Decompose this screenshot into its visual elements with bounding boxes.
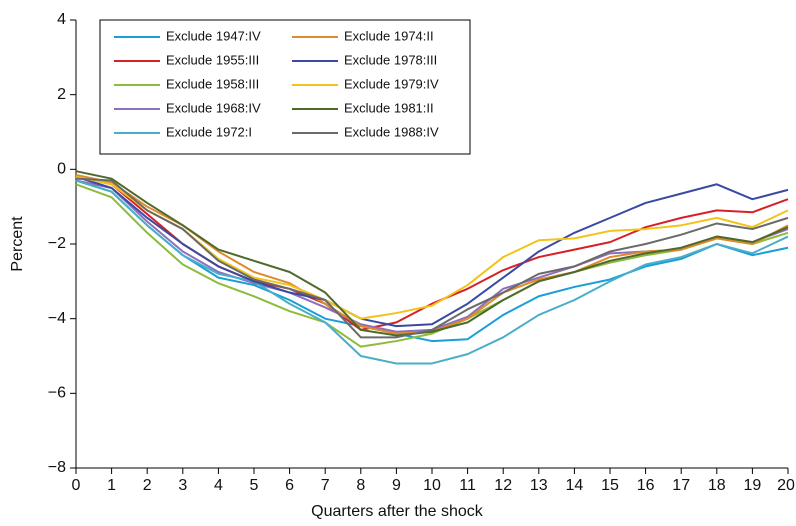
x-tick-label: 6 — [285, 477, 294, 494]
series-line — [75, 170, 789, 337]
y-axis-label: Percent — [9, 216, 26, 272]
series-line — [75, 175, 789, 328]
y-tick-label: −4 — [48, 310, 66, 327]
legend-label: Exclude 1947:IV — [166, 28, 261, 43]
x-tick-label: 7 — [321, 477, 330, 494]
legend-label: Exclude 1958:III — [166, 76, 259, 91]
x-tick-label: 13 — [530, 477, 548, 494]
series-line — [75, 175, 789, 331]
y-tick-label: 0 — [57, 161, 66, 178]
x-tick-label: 16 — [637, 477, 655, 494]
x-tick-label: 17 — [672, 477, 690, 494]
y-tick-label: 2 — [57, 86, 66, 103]
y-tick-label: −8 — [48, 459, 66, 476]
x-tick-label: 3 — [178, 477, 187, 494]
series-line — [75, 179, 789, 343]
legend-label: Exclude 1978:III — [344, 52, 437, 67]
x-tick-label: 20 — [777, 477, 795, 494]
legend-label: Exclude 1988:IV — [344, 124, 439, 139]
y-tick-label: 4 — [57, 11, 66, 28]
y-tick-label: −2 — [48, 235, 66, 252]
legend-label: Exclude 1972:I — [166, 124, 252, 139]
series-line — [75, 177, 789, 339]
series-line — [75, 183, 789, 348]
x-tick-label: 2 — [143, 477, 152, 494]
x-tick-label: 19 — [744, 477, 762, 494]
legend-label: Exclude 1974:II — [344, 28, 434, 43]
x-axis-label: Quarters after the shock — [311, 503, 484, 520]
legend-label: Exclude 1968:IV — [166, 100, 261, 115]
x-tick-label: 4 — [214, 477, 223, 494]
legend-label: Exclude 1981:II — [344, 100, 434, 115]
x-tick-label: 11 — [459, 477, 476, 494]
x-tick-label: 15 — [601, 477, 619, 494]
x-tick-label: 12 — [494, 477, 512, 494]
x-tick-label: 14 — [566, 477, 584, 494]
x-tick-label: 9 — [392, 477, 401, 494]
series-line — [75, 179, 789, 365]
x-tick-label: 18 — [708, 477, 726, 494]
y-tick-label: −6 — [48, 385, 66, 402]
legend: Exclude 1947:IV Exclude 1955:III Exclude 1… — [99, 19, 471, 155]
legend-label: Exclude 1979:IV — [344, 76, 439, 91]
x-tick-label: 0 — [72, 477, 81, 494]
legend-box — [99, 19, 471, 155]
x-tick-label: 10 — [423, 477, 441, 494]
x-tick-label: 8 — [356, 477, 365, 494]
legend-label: Exclude 1955:III — [166, 52, 259, 67]
x-tick-label: 5 — [250, 477, 259, 494]
x-tick-label: 1 — [107, 477, 116, 494]
